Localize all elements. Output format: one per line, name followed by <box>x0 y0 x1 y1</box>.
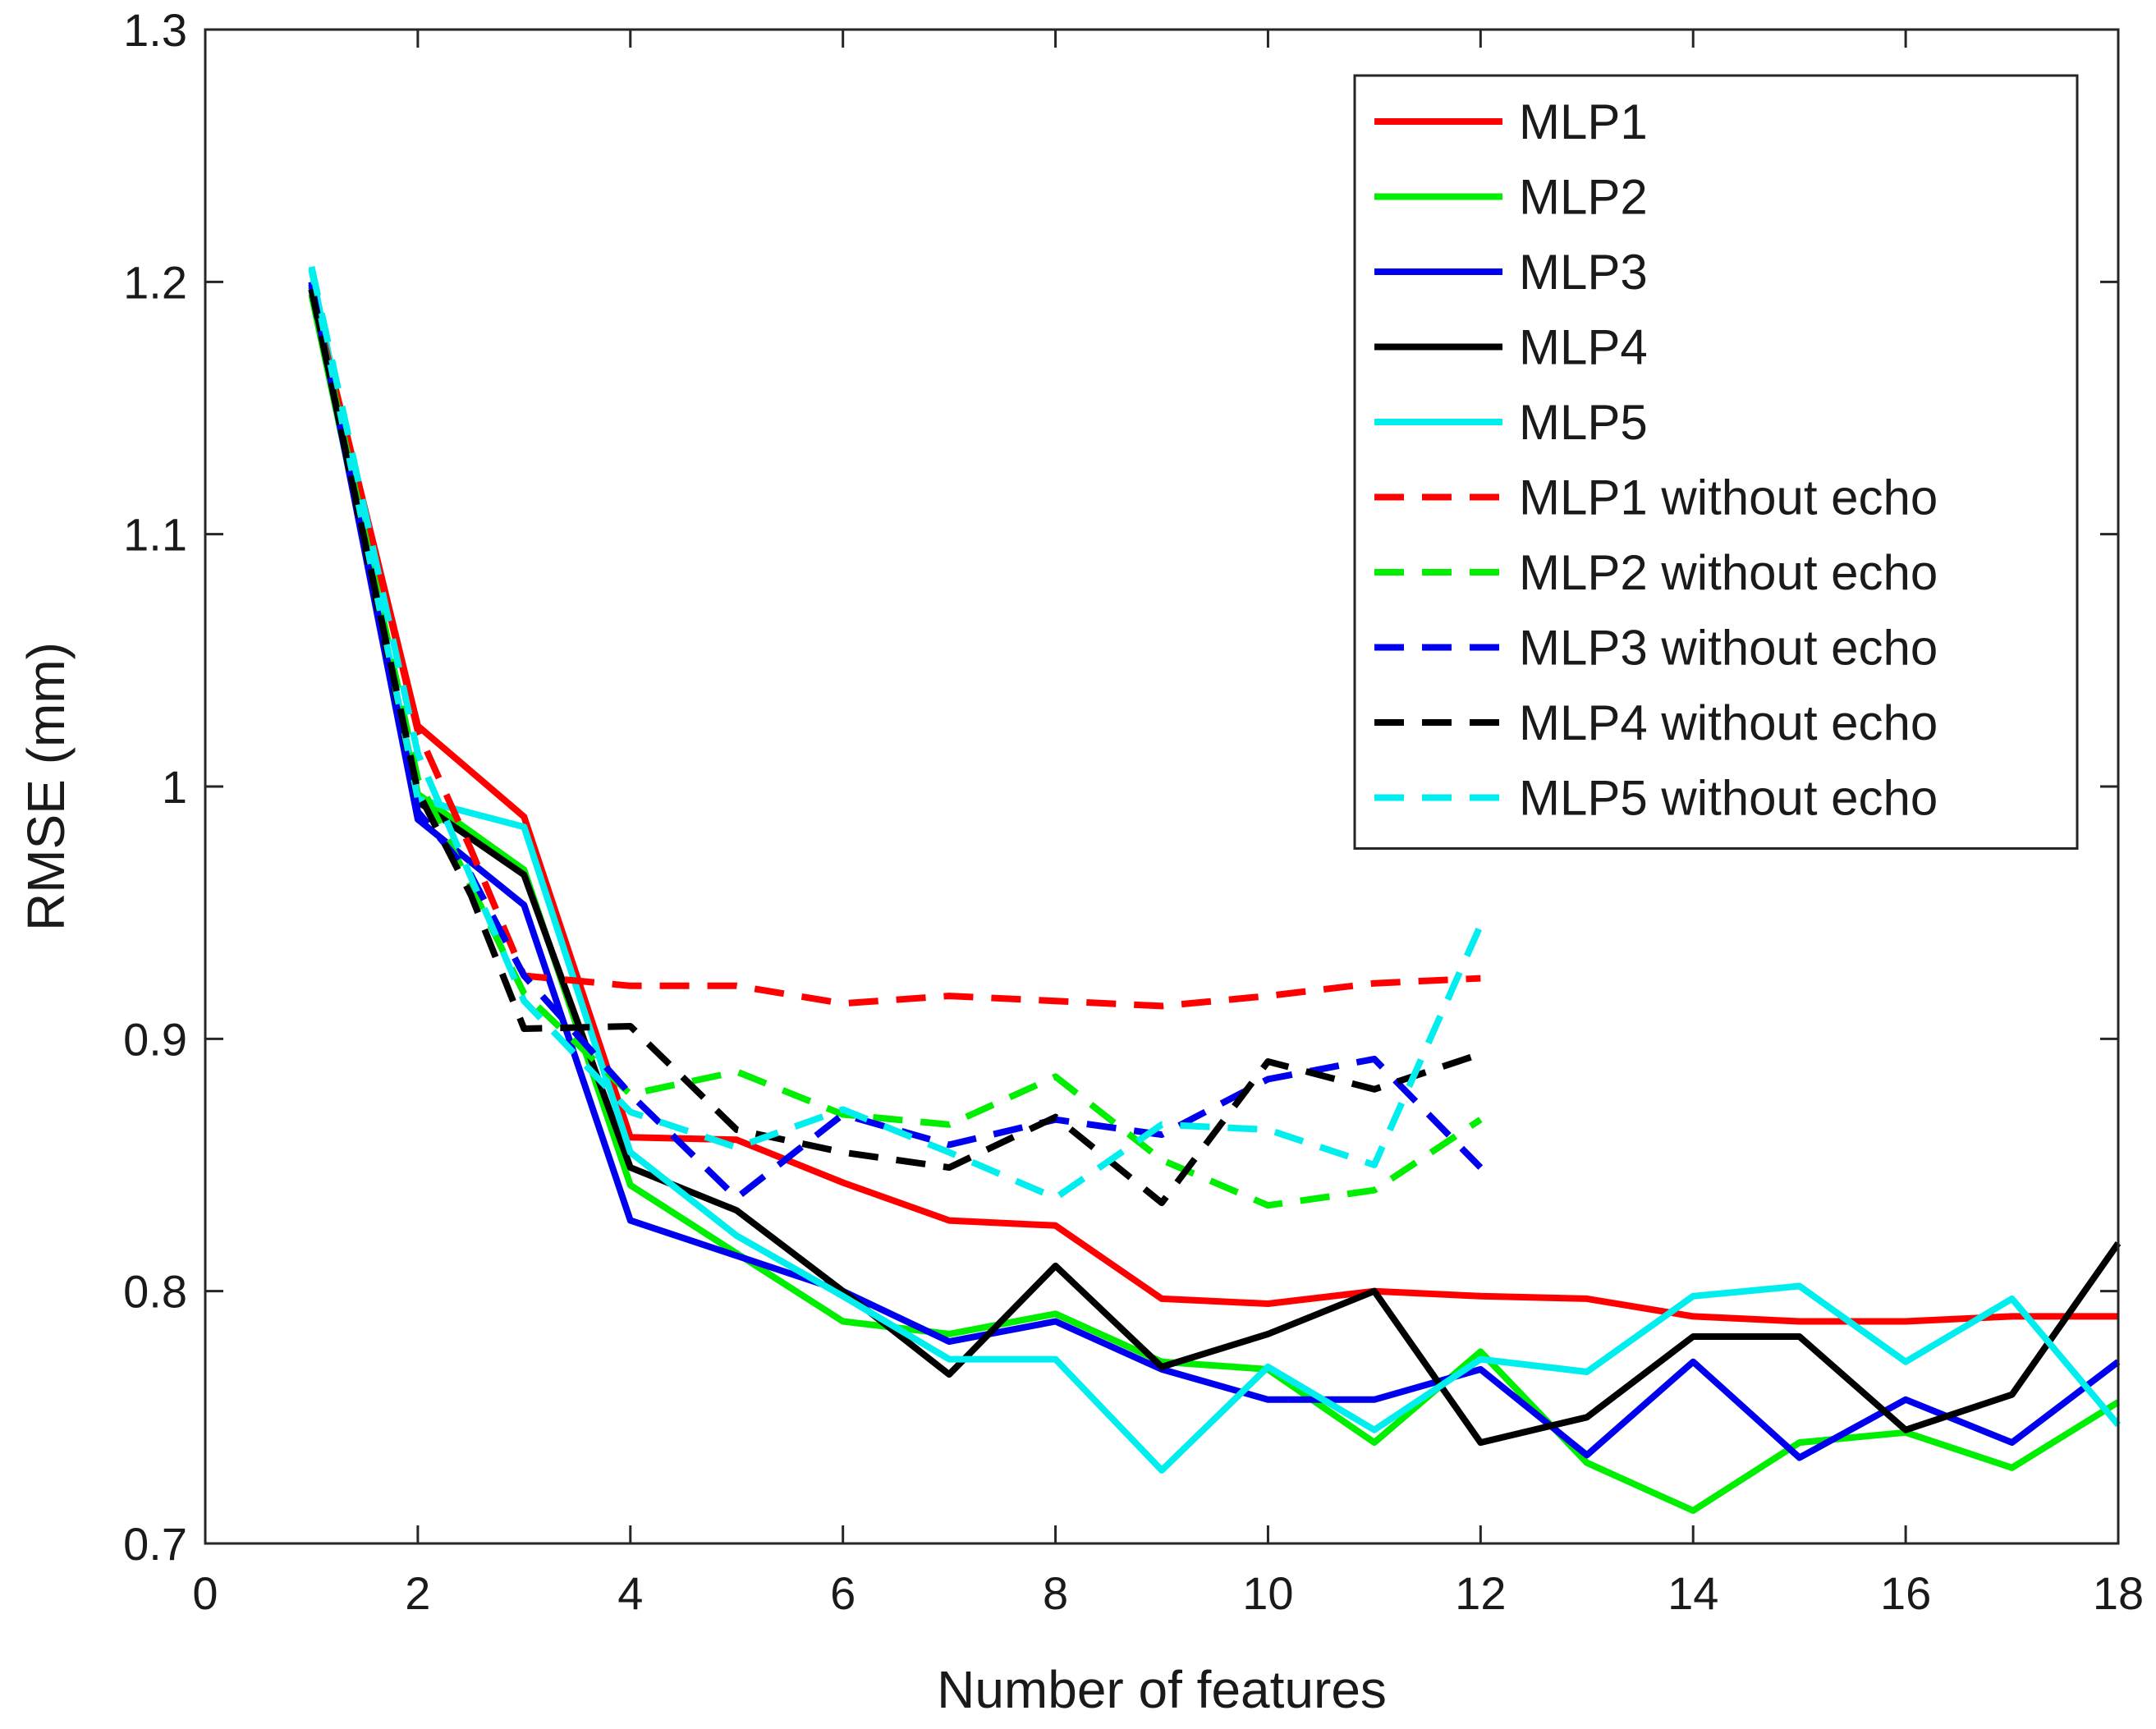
y-tick-label: 1.2 <box>123 256 187 308</box>
series-line-mlp2-without-echo <box>308 286 1483 1209</box>
series-line-mlp4-without-echo <box>308 288 1482 1207</box>
y-tick-label: 1 <box>162 761 187 813</box>
series-line-mlp3 <box>308 281 2121 1461</box>
y-tick-label: 0.9 <box>123 1013 187 1065</box>
y-tick-label: 0.8 <box>123 1266 187 1318</box>
x-tick-label: 10 <box>1242 1567 1293 1619</box>
series-layer <box>308 266 2122 1514</box>
series-line-mlp4 <box>308 286 2122 1447</box>
y-tick-label: 1.1 <box>123 509 187 561</box>
series-line-mlp5 <box>308 268 2122 1474</box>
legend-label-mlp2: MLP2 <box>1519 170 1648 225</box>
legend: MLP1 MLP2 MLP3 MLP4 MLP5 MLP1 without echo MLP… <box>1353 74 2079 850</box>
legend-label-mlp4-without-echo: MLP4 without echo <box>1519 695 1938 750</box>
y-tick-label: 1.3 <box>123 4 187 56</box>
series-line-mlp1-without-echo <box>308 288 1481 1010</box>
x-tick-label: 18 <box>2093 1567 2144 1619</box>
legend-label-mlp5-without-echo: MLP5 without echo <box>1519 771 1938 826</box>
x-tick-labels: 0 2 4 6 8 10 12 14 16 18 <box>192 1567 2144 1619</box>
x-tick-label: 8 <box>1043 1567 1068 1619</box>
tick-marks <box>204 28 2120 1545</box>
legend-label-mlp1-without-echo: MLP1 without echo <box>1519 470 1938 525</box>
y-tick-labels: 0.7 0.8 0.9 1 1.1 1.2 1.3 <box>123 4 187 1570</box>
series-line-mlp5-without-echo <box>308 266 1484 1201</box>
series-line-mlp1 <box>308 288 2118 1325</box>
x-tick-label: 0 <box>192 1567 218 1619</box>
y-axis-label: RMSE (mm) <box>16 642 76 931</box>
x-tick-label: 12 <box>1455 1567 1506 1619</box>
legend-label-mlp4: MLP4 <box>1519 320 1648 375</box>
legend-label-mlp5: MLP5 <box>1519 395 1648 450</box>
legend-label-mlp3: MLP3 <box>1519 245 1648 300</box>
series-line-mlp2 <box>308 293 2121 1514</box>
y-tick-label: 0.7 <box>123 1518 187 1570</box>
x-tick-label: 2 <box>405 1567 430 1619</box>
x-tick-label: 4 <box>617 1567 643 1619</box>
x-axis-label: Number of features <box>937 1660 1387 1719</box>
legend-label-mlp1: MLP1 <box>1519 94 1648 149</box>
legend-label-mlp2-without-echo: MLP2 without echo <box>1519 545 1938 600</box>
x-tick-label: 16 <box>1880 1567 1931 1619</box>
legend-label-mlp3-without-echo: MLP3 without echo <box>1519 621 1938 676</box>
x-tick-label: 6 <box>830 1567 856 1619</box>
x-tick-label: 14 <box>1667 1567 1718 1619</box>
